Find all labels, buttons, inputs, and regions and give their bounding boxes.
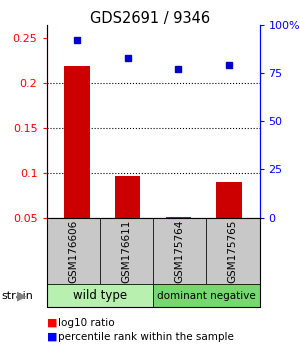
Text: GSM175764: GSM175764	[175, 219, 184, 283]
Text: log10 ratio: log10 ratio	[58, 318, 115, 328]
Text: ▶: ▶	[17, 289, 27, 302]
Text: percentile rank within the sample: percentile rank within the sample	[58, 332, 234, 342]
Bar	[166, 217, 191, 218]
Bar	[115, 176, 140, 218]
Text: dominant negative: dominant negative	[157, 291, 256, 301]
Text: GSM175765: GSM175765	[228, 219, 238, 283]
Text: wild type: wild type	[73, 289, 127, 302]
Text: ■: ■	[46, 318, 57, 328]
Bar	[216, 182, 242, 218]
Text: GSM176611: GSM176611	[122, 219, 131, 283]
Bar	[64, 66, 90, 218]
Text: GDS2691 / 9346: GDS2691 / 9346	[90, 11, 210, 26]
Text: GSM176606: GSM176606	[68, 219, 78, 282]
Text: ■: ■	[46, 332, 57, 342]
Text: strain: strain	[2, 291, 33, 301]
